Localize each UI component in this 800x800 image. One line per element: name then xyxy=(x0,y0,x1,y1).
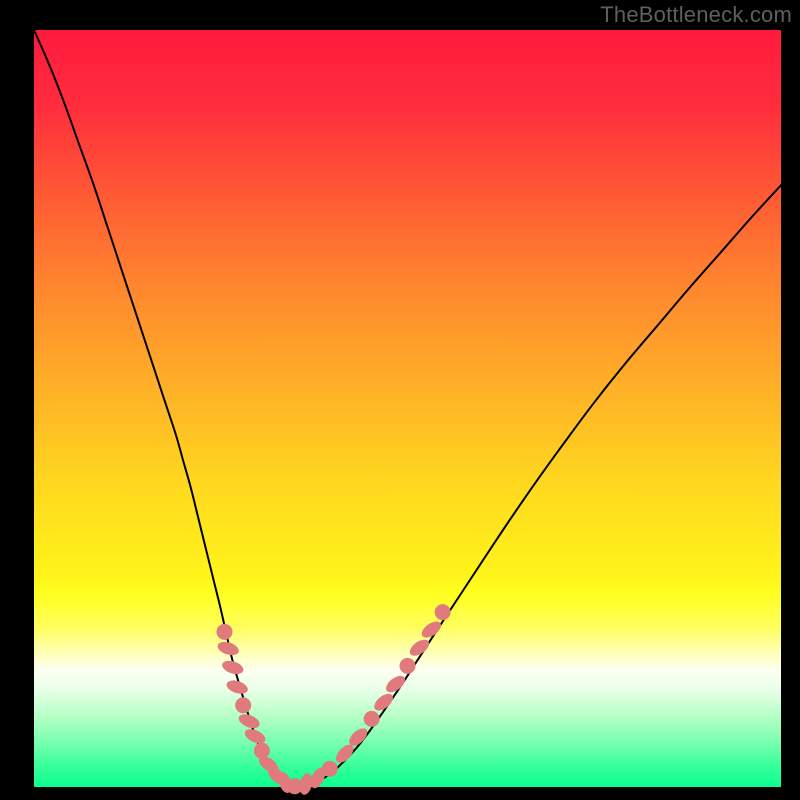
marker xyxy=(364,711,380,727)
marker xyxy=(254,743,270,759)
marker xyxy=(400,658,416,674)
marker xyxy=(322,761,338,777)
marker xyxy=(435,604,451,620)
marker xyxy=(216,624,232,640)
watermark-text: TheBottleneck.com xyxy=(600,2,792,28)
plot-svg xyxy=(0,0,800,800)
chart-container: TheBottleneck.com xyxy=(0,0,800,800)
marker xyxy=(235,697,251,713)
